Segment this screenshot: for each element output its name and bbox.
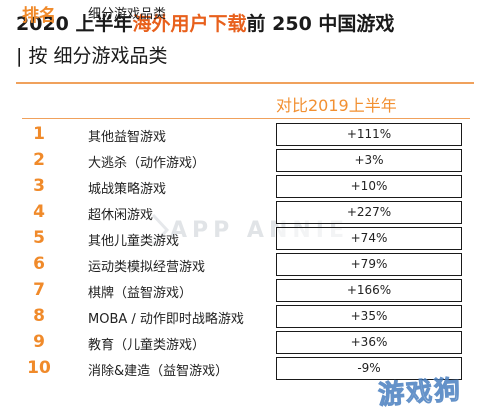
change-cell: -9%	[276, 357, 462, 380]
table-row: 2 大逃杀（动作游戏） +3%	[0, 149, 487, 172]
category-cell: 大逃杀（动作游戏）	[88, 156, 206, 171]
table-row: 8 MOBA / 动作即时战略游戏 +35%	[0, 305, 487, 328]
rank-cell: 1	[33, 124, 45, 144]
header-rank: 排名	[22, 6, 56, 26]
title-bar: |	[16, 45, 23, 67]
change-cell: +3%	[276, 149, 462, 172]
header-compare: 对比2019上半年	[276, 96, 397, 115]
table-row: 1 其他益智游戏 +111%	[0, 123, 487, 146]
watermark-chevron-icon	[151, 213, 170, 247]
header-category: 细分游戏品类	[88, 7, 167, 22]
table-row: 3 城战策略游戏 +10%	[0, 175, 487, 198]
rank-cell: 5	[33, 228, 45, 248]
title-part-prefix: 2020 上半年	[16, 13, 133, 35]
category-cell: 运动类模拟经营游戏	[88, 260, 206, 275]
rank-cell: 10	[27, 358, 51, 378]
rank-cell: 8	[33, 306, 45, 326]
table-row: 9 教育（儿童类游戏） +36%	[0, 331, 487, 354]
rank-cell: 2	[33, 150, 45, 170]
change-cell: +74%	[276, 227, 462, 250]
category-cell: 教育（儿童类游戏）	[88, 338, 206, 353]
change-cell: +79%	[276, 253, 462, 276]
rank-cell: 9	[33, 332, 45, 352]
title-part-suffix: 前 250 中国游戏	[246, 13, 395, 35]
rank-cell: 7	[33, 280, 45, 300]
watermark-corner: 游戏狗	[377, 375, 464, 412]
title-part-mid: 用户下载	[170, 13, 247, 35]
change-cell: +111%	[276, 123, 462, 146]
rank-cell: 6	[33, 254, 45, 274]
change-cell: +10%	[276, 175, 462, 198]
rank-cell: 4	[33, 202, 45, 222]
change-cell: +227%	[276, 201, 462, 224]
title-part-highlight: 海外	[132, 13, 171, 35]
table-row: 4 超休闲游戏 +227%	[0, 201, 487, 224]
change-cell: +35%	[276, 305, 462, 328]
category-cell: 超休闲游戏	[88, 208, 154, 223]
category-cell: 消除&建造（益智游戏）	[88, 364, 229, 379]
chart-title-line-2: | 按 细分游戏品类	[16, 41, 476, 68]
rank-cell: 3	[33, 176, 45, 196]
table-row: 6 运动类模拟经营游戏 +79%	[0, 253, 487, 276]
category-cell: 其他益智游戏	[88, 130, 167, 145]
title-divider	[16, 82, 474, 84]
table-row: 7 棋牌（益智游戏） +166%	[0, 279, 487, 302]
category-cell: 城战策略游戏	[88, 182, 167, 197]
change-cell: +166%	[276, 279, 462, 302]
table-row: 10 消除&建造（益智游戏） -9%	[0, 357, 487, 380]
category-cell: 棋牌（益智游戏）	[88, 286, 193, 301]
category-cell: MOBA / 动作即时战略游戏	[88, 312, 244, 327]
category-cell: 其他儿童类游戏	[88, 234, 180, 249]
chart-title-line-1: 2020 上半年海外用户下载前 250 中国游戏	[16, 9, 476, 36]
table-row: 5 其他儿童类游戏 +74%	[0, 227, 487, 250]
header-divider	[22, 118, 470, 119]
title-subtitle: 按 细分游戏品类	[22, 45, 168, 67]
change-cell: +36%	[276, 331, 462, 354]
